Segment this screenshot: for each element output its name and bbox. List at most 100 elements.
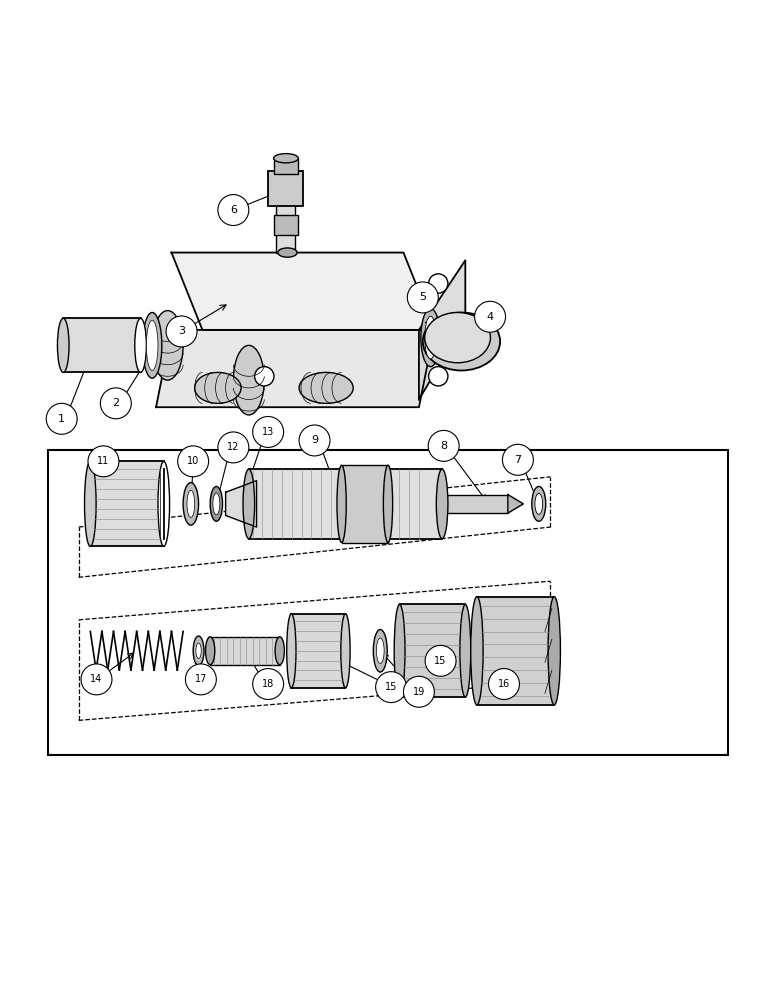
- Text: 5: 5: [419, 292, 426, 302]
- Bar: [210, 637, 280, 665]
- Ellipse shape: [234, 345, 265, 415]
- Ellipse shape: [436, 469, 448, 539]
- Polygon shape: [156, 330, 435, 407]
- Ellipse shape: [428, 274, 448, 293]
- Circle shape: [425, 645, 456, 676]
- Text: 8: 8: [440, 441, 447, 451]
- Bar: [400, 604, 466, 697]
- Text: 13: 13: [262, 427, 274, 437]
- Ellipse shape: [57, 318, 69, 372]
- Ellipse shape: [143, 312, 162, 378]
- Bar: [90, 461, 164, 546]
- Circle shape: [88, 446, 119, 477]
- Ellipse shape: [394, 604, 405, 697]
- Ellipse shape: [135, 318, 147, 372]
- Ellipse shape: [535, 493, 542, 514]
- Circle shape: [299, 425, 330, 456]
- Ellipse shape: [341, 614, 350, 688]
- Bar: [48, 450, 728, 755]
- Text: 18: 18: [262, 679, 274, 689]
- Circle shape: [376, 672, 407, 703]
- Polygon shape: [171, 253, 435, 330]
- Ellipse shape: [373, 630, 387, 672]
- Circle shape: [502, 444, 533, 475]
- Circle shape: [218, 432, 249, 463]
- Ellipse shape: [548, 597, 560, 705]
- Text: 11: 11: [97, 456, 109, 466]
- Ellipse shape: [471, 597, 483, 705]
- Polygon shape: [419, 260, 466, 399]
- Ellipse shape: [299, 372, 353, 403]
- Circle shape: [489, 669, 519, 699]
- Bar: [268, 171, 303, 206]
- Circle shape: [407, 282, 438, 313]
- Ellipse shape: [196, 643, 201, 659]
- Ellipse shape: [255, 367, 274, 386]
- Circle shape: [100, 388, 131, 419]
- Text: 9: 9: [311, 435, 318, 445]
- Bar: [341, 465, 388, 543]
- Text: 14: 14: [90, 674, 102, 684]
- Ellipse shape: [376, 638, 384, 664]
- Circle shape: [178, 446, 209, 477]
- Bar: [275, 215, 297, 235]
- Ellipse shape: [383, 465, 393, 543]
- Text: 19: 19: [413, 687, 425, 697]
- Text: 1: 1: [58, 414, 65, 424]
- Bar: [64, 318, 140, 372]
- Ellipse shape: [183, 483, 199, 525]
- Ellipse shape: [195, 372, 241, 403]
- Ellipse shape: [423, 312, 500, 370]
- Circle shape: [47, 403, 77, 434]
- Polygon shape: [226, 481, 257, 527]
- Text: 2: 2: [113, 398, 120, 408]
- Circle shape: [218, 195, 249, 226]
- Ellipse shape: [286, 614, 296, 688]
- Circle shape: [253, 416, 283, 447]
- Text: 12: 12: [227, 442, 240, 452]
- Ellipse shape: [278, 248, 297, 257]
- Ellipse shape: [85, 461, 96, 546]
- Circle shape: [185, 664, 217, 695]
- Text: 15: 15: [385, 682, 397, 692]
- Ellipse shape: [152, 311, 183, 380]
- Ellipse shape: [460, 604, 471, 697]
- Ellipse shape: [275, 637, 284, 665]
- Ellipse shape: [532, 486, 546, 521]
- Ellipse shape: [193, 636, 204, 665]
- Bar: [438, 495, 508, 513]
- Circle shape: [475, 301, 505, 332]
- Bar: [276, 160, 295, 253]
- Ellipse shape: [187, 490, 195, 517]
- Ellipse shape: [206, 637, 215, 665]
- Ellipse shape: [337, 465, 346, 543]
- Polygon shape: [508, 495, 523, 513]
- Bar: [291, 614, 345, 688]
- Ellipse shape: [158, 461, 170, 546]
- Ellipse shape: [147, 320, 158, 370]
- Ellipse shape: [424, 312, 490, 363]
- Bar: [274, 158, 298, 174]
- Circle shape: [81, 664, 112, 695]
- Text: 6: 6: [230, 205, 237, 215]
- Ellipse shape: [213, 493, 220, 515]
- Ellipse shape: [243, 469, 255, 539]
- Ellipse shape: [424, 316, 436, 359]
- Ellipse shape: [274, 154, 298, 163]
- Text: 15: 15: [435, 656, 447, 666]
- Text: 10: 10: [187, 456, 199, 466]
- Ellipse shape: [428, 367, 448, 386]
- Bar: [477, 597, 554, 705]
- Circle shape: [166, 316, 197, 347]
- Ellipse shape: [210, 486, 223, 521]
- Bar: [249, 469, 442, 539]
- Text: 7: 7: [514, 455, 521, 465]
- Circle shape: [404, 676, 435, 707]
- Text: 16: 16: [498, 679, 510, 689]
- Text: 4: 4: [487, 312, 494, 322]
- Ellipse shape: [421, 309, 440, 367]
- Text: 17: 17: [195, 674, 207, 684]
- Circle shape: [428, 430, 459, 461]
- Circle shape: [253, 669, 283, 699]
- Text: 3: 3: [178, 326, 185, 336]
